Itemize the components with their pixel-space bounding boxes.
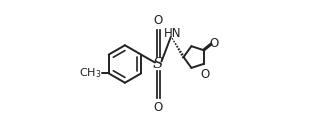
Text: HN: HN (164, 27, 181, 40)
Text: O: O (154, 101, 163, 114)
Text: S: S (153, 57, 164, 71)
Text: O: O (209, 37, 219, 50)
Text: CH$_3$: CH$_3$ (79, 66, 101, 80)
Text: O: O (154, 14, 163, 27)
Text: O: O (201, 68, 210, 81)
